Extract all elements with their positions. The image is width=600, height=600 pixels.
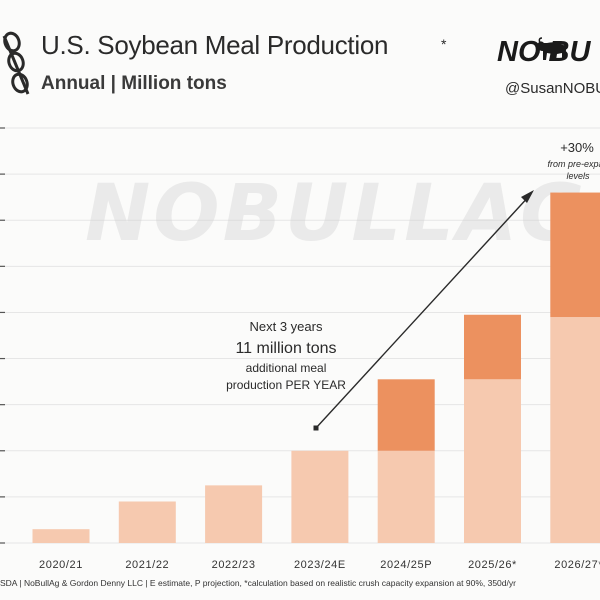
title-footnote-mark: * (441, 36, 447, 52)
annotation-line-3: additional meal (246, 361, 327, 375)
soybean-pod-icon (2, 31, 30, 95)
source-footnote: SDA | NoBullAg & Gordon Denny LLC | E es… (0, 578, 516, 588)
chart-title: U.S. Soybean Meal Production (41, 30, 389, 60)
x-tick-label: 2020/21 (39, 559, 83, 571)
social-handle: @SusanNOBU (505, 80, 600, 97)
stacked-bar-chart: NOBULLAG.COM 2020/21 2021/22 2022/23 2023/2… (0, 127, 600, 571)
x-tick-label: 2026/27* (554, 559, 600, 571)
x-tick-label: 2022/23 (212, 559, 256, 571)
arrow-head-icon (521, 190, 534, 203)
x-axis-labels: 2020/21 2021/22 2022/23 2023/24E 2024/25P 202… (39, 559, 600, 571)
x-tick-label: 2025/26* (468, 559, 517, 571)
bar-base-segment (550, 317, 600, 543)
growth-percent: +30% (560, 140, 594, 155)
x-tick-label: 2021/22 (125, 559, 169, 571)
bar-base-segment (377, 450, 435, 543)
growth-caption-2: levels (566, 171, 590, 181)
annotation-line-1: Next 3 years (250, 319, 323, 334)
growth-arrow (313, 190, 534, 431)
arrow-origin-marker (313, 425, 319, 431)
growth-annotation: +30% from pre-expan levels (547, 140, 600, 181)
next-years-annotation: Next 3 years 11 million tons additional … (226, 319, 346, 392)
chart-subtitle: Annual | Million tons (41, 73, 227, 94)
bar-base-segment (464, 379, 521, 543)
x-tick-label: 2024/25P (380, 559, 432, 571)
bar-addition-segment (550, 192, 600, 318)
annotation-line-4: production PER YEAR (226, 378, 346, 392)
x-tick-label: 2023/24E (294, 559, 346, 571)
bar-base-segment (32, 529, 90, 543)
bar-addition-segment (464, 314, 521, 380)
bars (32, 192, 600, 543)
growth-caption-1: from pre-expan (547, 159, 600, 169)
bar-base-segment (118, 501, 176, 543)
bar-base-segment (291, 450, 349, 543)
annotation-line-2: 11 million tons (235, 340, 336, 357)
bull-icon (537, 37, 566, 60)
watermark-text: NOBULLAG.COM (85, 169, 600, 259)
bar-addition-segment (377, 379, 435, 451)
bar-base-segment (205, 485, 263, 543)
